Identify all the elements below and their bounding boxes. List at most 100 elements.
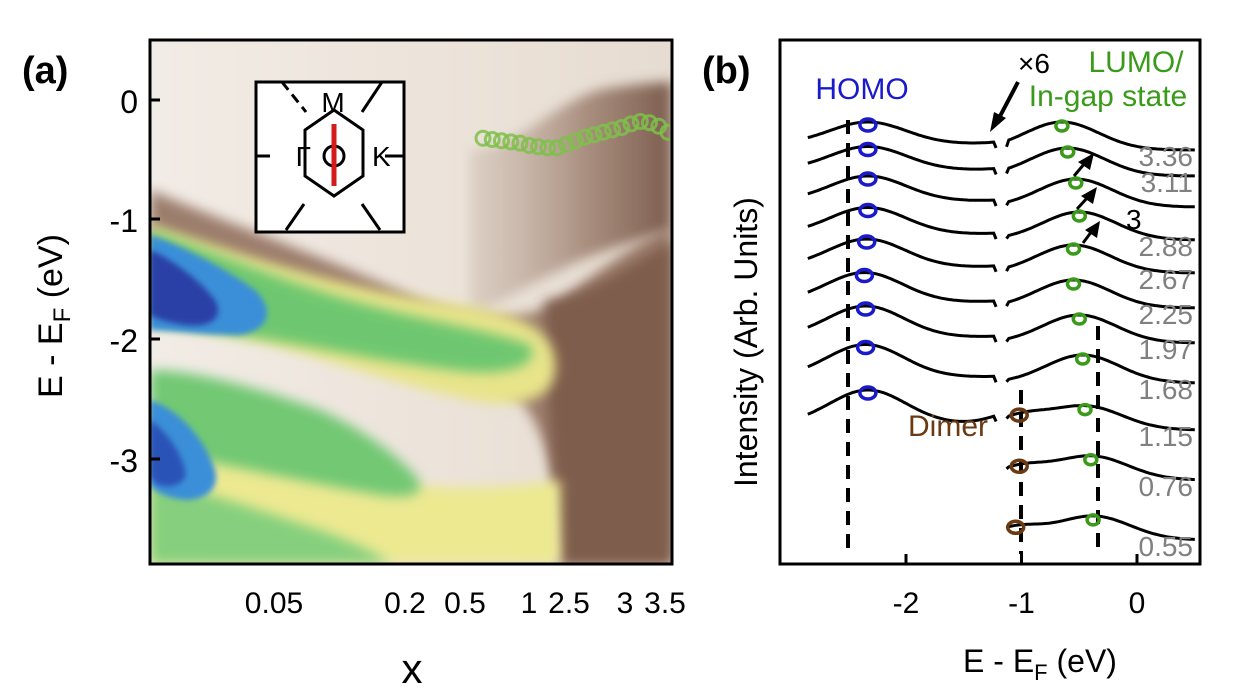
value-label: 1.68 <box>1139 374 1194 405</box>
bz-line <box>360 203 382 231</box>
value-label: 3.36 <box>1139 141 1194 172</box>
lumo-point <box>622 115 640 133</box>
homo-marker <box>858 171 878 187</box>
edc-curve <box>1005 353 1195 385</box>
value-label: 2.88 <box>1139 231 1194 262</box>
lumo-marker <box>1085 513 1101 527</box>
lumo-point <box>567 132 584 150</box>
edc-curve <box>1005 210 1195 242</box>
inset-label-m: M <box>321 87 344 118</box>
edc-curve <box>807 145 998 175</box>
edc-curve <box>807 206 998 240</box>
panel-a-xaxis: 0.05 0.2 0.5 1 2.5 3 3.5 x <box>245 587 686 692</box>
lumo-marker <box>1074 352 1091 366</box>
panel-a-ylabel: E - EF (eV) <box>32 234 76 398</box>
lumo-point <box>594 123 612 141</box>
panel-b-ylabel: Intensity (Arb. Units) <box>728 197 764 487</box>
homo-marker <box>858 202 878 219</box>
lumo-point <box>474 129 492 147</box>
lumo-marker <box>1065 277 1082 291</box>
edc-curve <box>1005 514 1195 541</box>
lumo-point <box>530 138 547 156</box>
panel-a: (a) <box>22 38 686 692</box>
x6-annotation: ×6 <box>1018 48 1050 79</box>
value-label: 2.25 <box>1139 299 1194 330</box>
bz-line <box>280 81 308 113</box>
homo-marker <box>858 117 878 133</box>
lumo-annotation-1: LUMO/ <box>1088 46 1184 79</box>
bz-inset: Γ M K <box>254 80 406 234</box>
heatmap-green-bottom <box>150 480 390 564</box>
xtick-label-2.5: 2.5 <box>548 587 590 620</box>
arrow-311 <box>1075 187 1097 211</box>
lumo-point <box>548 139 566 157</box>
lumo-annotation-2: In-gap state <box>1029 80 1187 113</box>
edc-curve <box>1005 120 1195 152</box>
peak-markers <box>854 117 1101 536</box>
panel-b-xlabel: E - EF (eV) <box>963 643 1117 685</box>
inset-label-gamma: Γ <box>296 141 311 172</box>
lumo-marker <box>1068 176 1084 190</box>
value-label: 1.15 <box>1139 421 1194 452</box>
dimer-marker <box>1005 519 1026 536</box>
lumo-point <box>576 128 594 146</box>
panel-b-frame <box>778 38 1202 566</box>
heatmap-green-upper <box>150 230 533 373</box>
homo-marker <box>858 141 878 158</box>
lumo-marker <box>1071 312 1088 326</box>
inset-label-k: K <box>372 141 391 172</box>
xtick-label-1: 1 <box>521 587 538 620</box>
edc-curves <box>807 120 1195 541</box>
lumo-marker <box>1054 119 1070 133</box>
edc-curve <box>807 270 998 308</box>
dimer-annotation: Dimer <box>908 410 988 443</box>
lumo-marker <box>1065 242 1082 256</box>
bz-line <box>360 81 384 113</box>
lumo-point <box>502 133 520 151</box>
lumo-point <box>539 139 557 157</box>
homo-marker <box>855 301 876 317</box>
arrow-288 <box>1081 221 1100 244</box>
panel-b-label: (b) <box>702 50 751 92</box>
edc-curve <box>1005 404 1195 432</box>
x6-arrow <box>990 81 1020 132</box>
xtick-label: 0 <box>1129 587 1146 620</box>
edc-curve <box>1005 278 1195 310</box>
edc-curve <box>807 174 998 207</box>
edc-curve <box>1005 177 1195 209</box>
edc-curve <box>807 237 998 273</box>
xtick-label: -2 <box>893 587 920 620</box>
value-label: 3.11 <box>1141 167 1193 198</box>
lumo-points <box>474 113 672 157</box>
edc-curve <box>1005 243 1195 275</box>
xtick-label-3: 3 <box>617 587 634 620</box>
panel-a-xlabel: x <box>402 645 423 692</box>
lumo-point <box>613 119 631 136</box>
lumo-point <box>557 135 575 153</box>
value-label: 0.76 <box>1139 471 1194 502</box>
ytick-label-m3: -3 <box>110 443 138 479</box>
heatmap-darkblue-lower <box>150 420 186 487</box>
lumo-point <box>511 134 529 152</box>
lumo-marker <box>1083 453 1099 467</box>
xtick-label-0.5: 0.5 <box>444 587 486 620</box>
bz-line <box>284 203 306 231</box>
arrow-3111 <box>1072 153 1094 177</box>
panel-a-label: (a) <box>22 50 68 92</box>
lumo-point <box>585 126 603 144</box>
dimer-marker <box>1009 458 1029 475</box>
lumo-point <box>483 131 501 148</box>
lumo-point <box>520 137 538 154</box>
panel-b-xaxis: -2 -1 0 <box>893 554 1146 620</box>
lumo-point <box>493 132 510 150</box>
homo-marker <box>855 339 876 356</box>
panel-b: (b) Intensity (Arb. Units) -2 -1 0 E - EF … <box>702 38 1202 685</box>
homo-marker <box>858 385 878 401</box>
dimer-marker <box>1009 407 1029 423</box>
edc-curve <box>1005 146 1195 178</box>
lumo-point <box>631 113 649 130</box>
heatmap-green-middle <box>150 370 420 497</box>
lumo-marker <box>1071 209 1088 223</box>
xtick-label-0.2: 0.2 <box>384 587 426 620</box>
